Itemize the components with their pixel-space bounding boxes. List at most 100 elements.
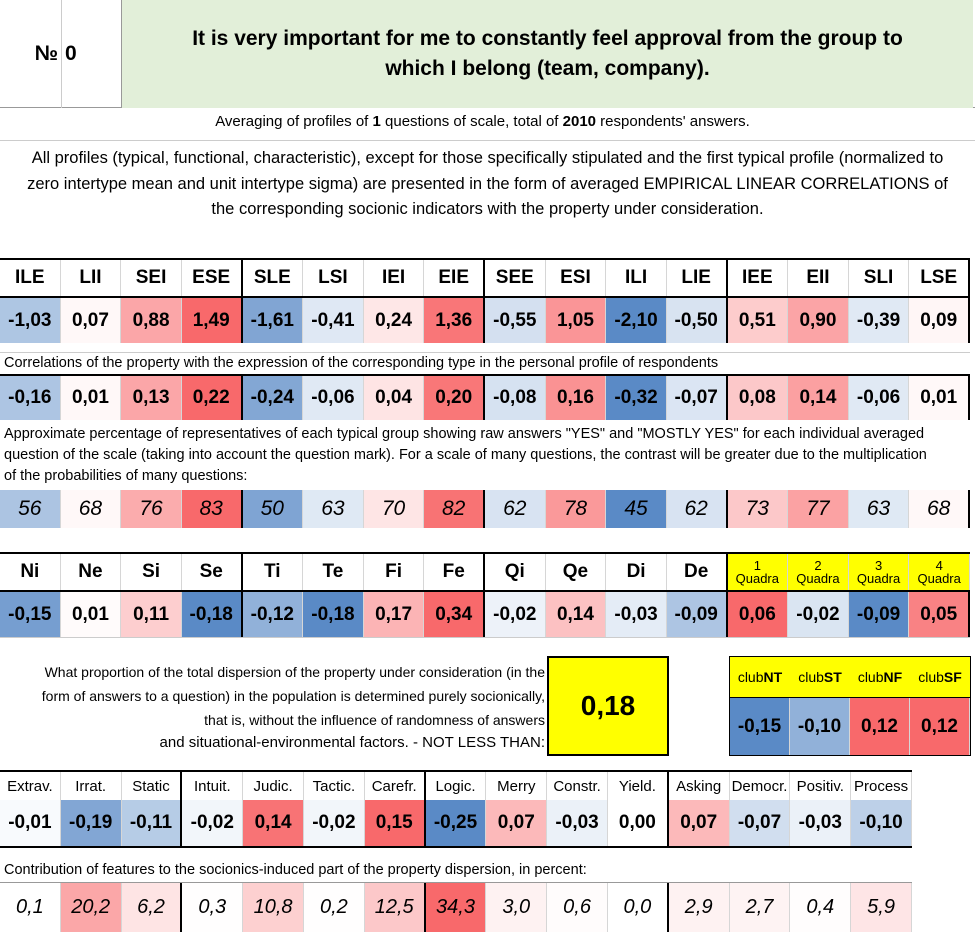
type-label: LSI	[303, 260, 364, 296]
type-normalized-value: -0,50	[666, 298, 728, 343]
club-value: 0,12	[850, 698, 910, 755]
feature-label: Judic.	[243, 772, 304, 800]
feature-value: 0,07	[668, 800, 730, 846]
feature-contribution-value: 12,5	[364, 883, 426, 932]
feature-value: 0,07	[486, 800, 548, 846]
quadra-word: Quadra	[735, 571, 779, 586]
dispersion-value: 0,18	[580, 690, 636, 721]
function-label: Se	[182, 554, 243, 590]
function-label: De	[667, 554, 728, 590]
function-label: Fe	[424, 554, 485, 590]
feature-label: Democr.	[730, 772, 791, 800]
dispersion-text: What proportion of the total dispersion …	[40, 660, 545, 732]
feature-value: -0,03	[547, 800, 608, 846]
type-correlation-value: -0,07	[666, 376, 728, 420]
type-percentage-value: 82	[424, 490, 485, 528]
type-label: EII	[788, 260, 849, 296]
type-percentage-value: 77	[788, 490, 849, 528]
feature-value: -0,25	[425, 800, 487, 846]
quadra-value: 0,05	[909, 592, 970, 637]
club-suffix: NF	[883, 669, 903, 685]
feature-contribution-value: 2,9	[668, 883, 730, 932]
club-suffix: NT	[763, 669, 783, 685]
type-percentage-value: 50	[242, 490, 304, 528]
club-suffix: SF	[943, 669, 962, 685]
type-correlation-value: 0,01	[909, 376, 970, 420]
feature-contribution-value: 0,0	[607, 883, 669, 932]
type-label: ESE	[182, 260, 243, 296]
function-label: Ti	[243, 554, 304, 590]
feature-label: Static	[122, 772, 183, 800]
type-percentage-value: 62	[666, 490, 728, 528]
averaging-suffix: respondents' answers.	[596, 113, 750, 130]
type-normalized-value: 1,49	[181, 298, 243, 343]
club-prefix: club	[737, 669, 764, 685]
type-percentage-value: 68	[909, 490, 970, 528]
feature-contribution-value: 0,2	[303, 883, 365, 932]
type-label: ILE	[0, 260, 61, 296]
function-label: Qi	[485, 554, 546, 590]
quadra-label: 1 Quadra	[727, 554, 789, 590]
type-normalized-value: -1,61	[242, 298, 304, 343]
feature-contribution-row: 0,1 20,2 6,2 0,3 10,8 0,2 12,5 34,3 3,0 0,6 0,0 2,9…	[0, 882, 912, 932]
type-correlation-value: 0,04	[363, 376, 425, 420]
feature-label: Extrav.	[0, 772, 61, 800]
quadra-label: 3 Quadra	[848, 554, 910, 590]
feature-contribution-value: 3,0	[486, 883, 548, 932]
quadra-number: 2	[814, 558, 822, 573]
feature-contribution-value: 6,2	[121, 883, 183, 932]
intro-paragraph: All profiles (typical, functional, chara…	[27, 149, 948, 218]
feature-values-row: -0,01 -0,19 -0,11 -0,02 0,14 -0,02 0,15 -0,25 0,…	[0, 800, 912, 848]
club-header-row: club NT club ST club NF club SF	[729, 656, 971, 698]
type-normalized-row: -1,03 0,07 0,88 1,49 -1,61 -0,41 0,24 1,36 -0,55…	[0, 298, 970, 343]
quadra-value: -0,02	[788, 592, 849, 637]
club-prefix: club	[918, 669, 944, 685]
question-title: It is very important for me to constantl…	[122, 0, 973, 108]
function-value: -0,12	[242, 592, 304, 637]
feature-label: Tactic.	[304, 772, 365, 800]
quadra-word: Quadra	[856, 571, 901, 586]
percentage-caption: Approximate percentage of representative…	[0, 424, 940, 487]
type-label: EIE	[424, 260, 485, 296]
function-values-row: -0,15 0,01 0,11 -0,18 -0,12 -0,18 0,17 0,34 -0,0…	[0, 592, 970, 638]
type-percentage-value: 73	[727, 490, 789, 528]
feature-label: Yield.	[608, 772, 669, 800]
type-correlation-value: -0,24	[242, 376, 304, 420]
feature-value: -0,10	[851, 800, 912, 846]
function-value: 0,34	[424, 592, 485, 637]
function-value: -0,18	[303, 592, 364, 637]
club-suffix: ST	[823, 669, 842, 685]
quadra-label: 4 Quadra	[909, 554, 970, 590]
dispersion-text-tail: and situational-environmental factors. -…	[159, 734, 545, 751]
feature-value: -0,01	[0, 800, 61, 846]
type-normalized-value: 1,36	[424, 298, 485, 343]
type-label: ESI	[546, 260, 607, 296]
feature-value: -0,19	[60, 800, 122, 846]
feature-label: Carefr.	[365, 772, 426, 800]
feature-value: 0,15	[364, 800, 426, 846]
type-percentage-row: 56 68 76 83 50 63 70 82 62 78 45 62 73 77 63 68	[0, 490, 970, 528]
type-correlation-value: 0,13	[121, 376, 182, 420]
type-label: SLI	[849, 260, 910, 296]
type-percentage-value: 70	[363, 490, 425, 528]
feature-label: Constr.	[547, 772, 608, 800]
type-header-row: ILE LII SEI ESE SLE LSI IEI EIE SEE ESI ILI LIE IEE E…	[0, 258, 970, 298]
function-value: -0,03	[606, 592, 667, 637]
function-value: -0,09	[666, 592, 728, 637]
type-normalized-value: 0,09	[909, 298, 970, 343]
type-label: IEI	[364, 260, 425, 296]
club-label: club NT	[730, 657, 790, 697]
correlation-caption: Correlations of the property with the ex…	[0, 352, 970, 374]
function-label: Qe	[546, 554, 607, 590]
type-percentage-value: 62	[485, 490, 546, 528]
type-label: SEI	[121, 260, 182, 296]
averaging-mid: questions of scale, total of	[380, 113, 563, 130]
type-normalized-value: 0,88	[121, 298, 182, 343]
type-percentage-value: 83	[181, 490, 243, 528]
club-prefix: club	[857, 669, 884, 685]
feature-contribution-value: 10,8	[243, 883, 304, 932]
function-header-row: Ni Ne Si Se Ti Te Fi Fe Qi Qe Di De 1 Quadra 2 Quadra 3 Q…	[0, 552, 970, 592]
feature-label: Process	[851, 772, 912, 800]
quadra-value: -0,09	[848, 592, 910, 637]
feature-label: Asking	[669, 772, 730, 800]
